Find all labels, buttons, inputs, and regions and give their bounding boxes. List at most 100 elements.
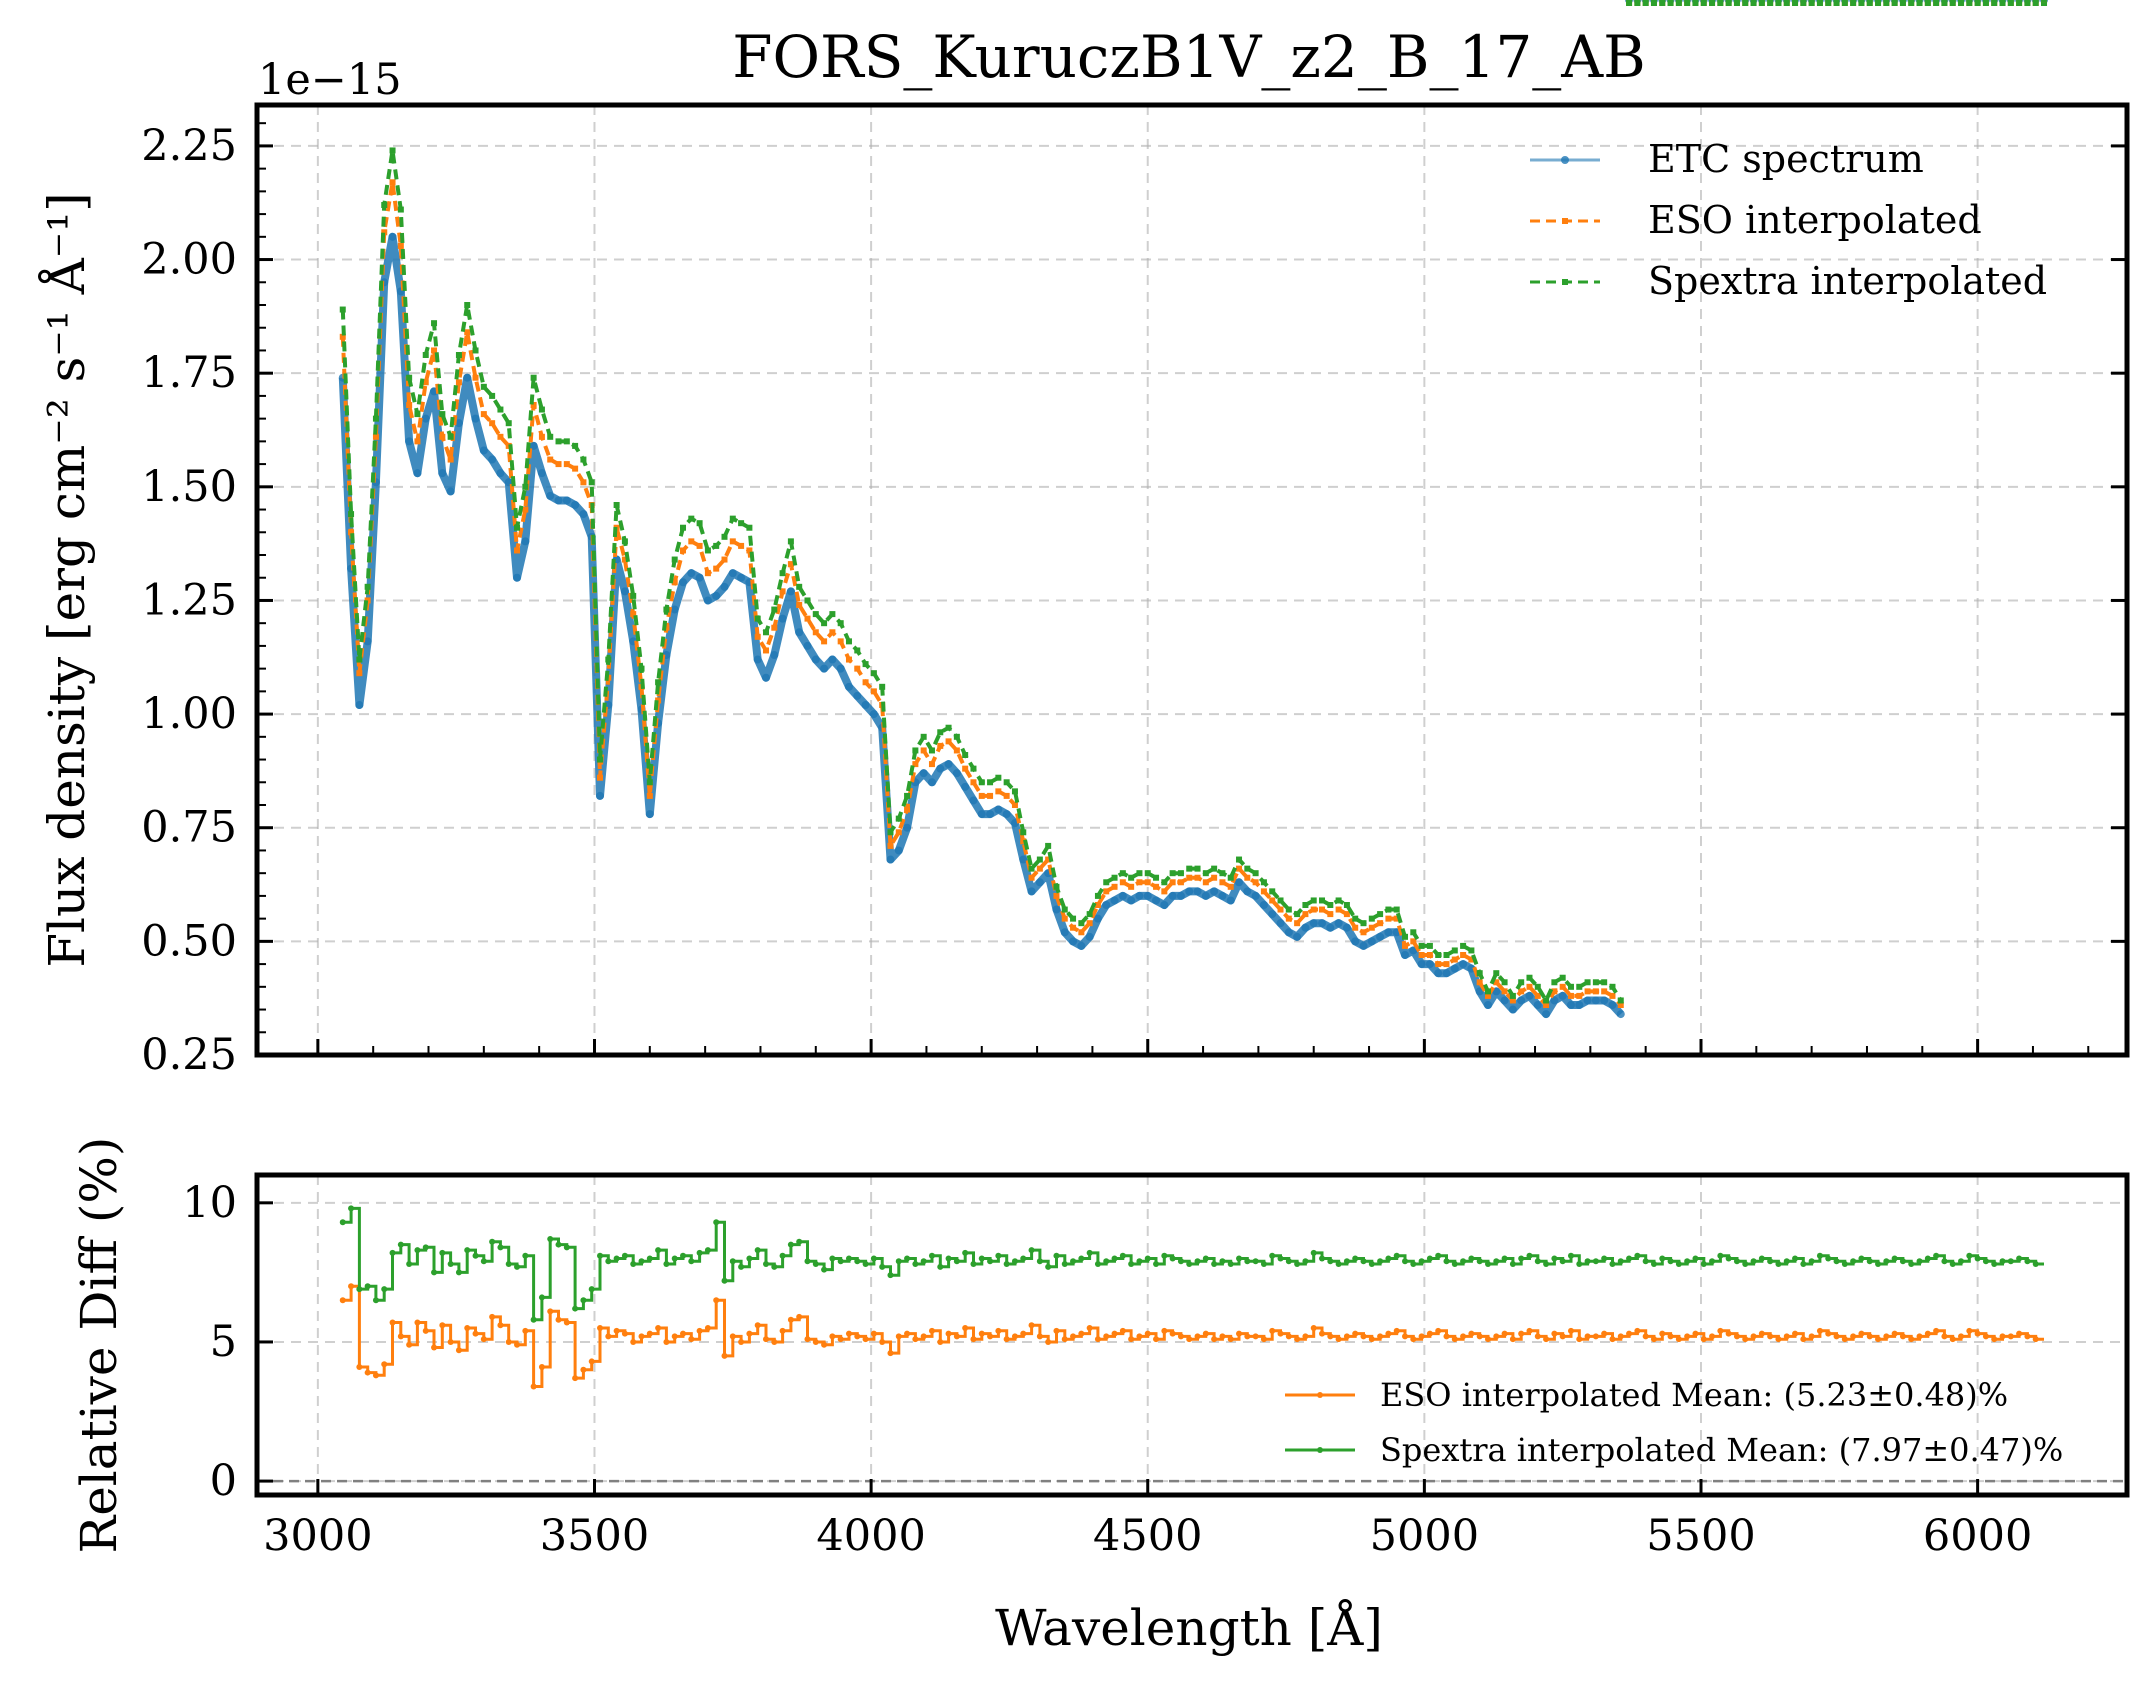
- bottom-point-1: [812, 1261, 819, 1268]
- bottom-point-0: [862, 1336, 869, 1343]
- top-point-0: [803, 641, 812, 650]
- bottom-point-0: [1252, 1333, 1259, 1340]
- bottom-point-0: [1966, 1327, 1973, 1334]
- xtick-label-4500: 4500: [1093, 1511, 1202, 1561]
- top-point-2: [1941, 0, 1948, 6]
- bottom-point-1: [754, 1247, 761, 1254]
- top-point-2: [1153, 874, 1160, 881]
- bottom-point-1: [1211, 1261, 1218, 1268]
- bottom-point-0: [1501, 1330, 1508, 1337]
- top-point-0: [1002, 810, 1011, 819]
- top-point-2: [1252, 870, 1259, 877]
- top-point-1: [804, 615, 811, 622]
- bottom-point-0: [970, 1336, 977, 1343]
- bottom-point-0: [431, 1344, 438, 1351]
- top-point-1: [1211, 874, 1218, 881]
- top-ytick-label-1: 0.50: [141, 916, 237, 966]
- top-point-2: [1825, 0, 1832, 6]
- top-point-2: [762, 629, 769, 636]
- bottom-point-1: [688, 1258, 695, 1265]
- bottom-point-1: [1534, 1258, 1541, 1265]
- top-point-0: [388, 232, 397, 241]
- bottom-point-0: [1659, 1330, 1666, 1337]
- bottom-point-1: [1368, 1261, 1375, 1268]
- top-point-1: [895, 829, 902, 836]
- top-point-1: [987, 792, 994, 799]
- top-point-0: [977, 810, 986, 819]
- bottom-point-0: [746, 1330, 753, 1337]
- bottom-point-1: [1045, 1263, 1052, 1270]
- top-point-0: [986, 810, 995, 819]
- top-point-2: [1410, 929, 1417, 936]
- top-point-1: [1426, 952, 1433, 958]
- top-point-1: [597, 774, 604, 781]
- bottom-point-1: [530, 1316, 537, 1323]
- top-point-2: [638, 665, 645, 672]
- top-point-1: [1584, 988, 1591, 995]
- bottom-point-0: [1733, 1333, 1740, 1340]
- top-point-1: [746, 547, 753, 554]
- bottom-point-0: [1684, 1333, 1691, 1340]
- top-point-2: [1468, 947, 1475, 954]
- top-point-2: [555, 438, 562, 445]
- bottom-point-0: [937, 1338, 944, 1345]
- top-point-2: [2024, 0, 2031, 6]
- top-point-2: [1443, 952, 1450, 958]
- top-point-2: [696, 520, 703, 527]
- bottom-point-1: [1119, 1252, 1126, 1259]
- top-point-2: [1933, 0, 1940, 6]
- bottom-point-0: [1816, 1327, 1823, 1334]
- bottom-point-1: [1468, 1255, 1475, 1262]
- bottom-point-0: [904, 1330, 911, 1337]
- bottom-point-1: [1733, 1258, 1740, 1265]
- bottom-point-1: [1584, 1258, 1591, 1265]
- top-point-1: [887, 842, 894, 849]
- bottom-point-0: [779, 1327, 786, 1334]
- bottom-point-1: [572, 1305, 579, 1312]
- top-axes-frame: [254, 102, 2130, 1058]
- top-point-2: [1128, 874, 1135, 881]
- bottom-point-0: [1667, 1333, 1674, 1340]
- bottom-point-1: [962, 1249, 969, 1256]
- top-point-1: [364, 597, 371, 604]
- top-point-2: [1319, 897, 1326, 904]
- top-point-2: [1758, 0, 1765, 6]
- top-point-1: [1094, 902, 1101, 908]
- top-point-2: [1991, 0, 1998, 6]
- bottom-point-0: [1551, 1330, 1558, 1337]
- top-point-0: [1600, 996, 1609, 1005]
- bottom-point-0: [1360, 1333, 1367, 1340]
- top-point-1: [381, 229, 388, 236]
- bottom-point-1: [1767, 1258, 1774, 1265]
- top-point-1: [339, 333, 346, 340]
- top-point-2: [1767, 0, 1774, 6]
- top-point-0: [753, 655, 762, 664]
- bottom-ytick-label-1: 5: [210, 1317, 237, 1367]
- top-point-1: [1128, 883, 1135, 890]
- bottom-point-0: [704, 1325, 711, 1332]
- top-point-2: [1269, 888, 1276, 895]
- bottom-point-1: [1991, 1261, 1998, 1268]
- top-point-2: [1352, 915, 1359, 922]
- bottom-point-1: [937, 1263, 944, 1270]
- top-point-0: [438, 469, 447, 478]
- bottom-point-0: [480, 1336, 487, 1343]
- bottom-point-0: [2016, 1330, 2023, 1337]
- bottom-point-0: [497, 1322, 504, 1329]
- top-point-1: [837, 638, 844, 645]
- bottom-point-1: [489, 1238, 496, 1245]
- bottom-point-0: [1792, 1330, 1799, 1337]
- bottom-point-1: [431, 1269, 438, 1276]
- top-point-1: [514, 547, 521, 554]
- top-point-1: [1285, 915, 1292, 922]
- top-point-2: [1061, 906, 1068, 913]
- top-point-0: [1367, 937, 1376, 946]
- bottom-point-0: [381, 1361, 388, 1368]
- top-point-1: [630, 611, 637, 618]
- top-point-1: [1543, 1002, 1550, 1008]
- top-point-2: [1244, 865, 1251, 872]
- top-point-2: [339, 306, 346, 313]
- bottom-point-0: [762, 1336, 769, 1343]
- top-point-0: [1226, 896, 1235, 905]
- top-point-2: [580, 456, 587, 463]
